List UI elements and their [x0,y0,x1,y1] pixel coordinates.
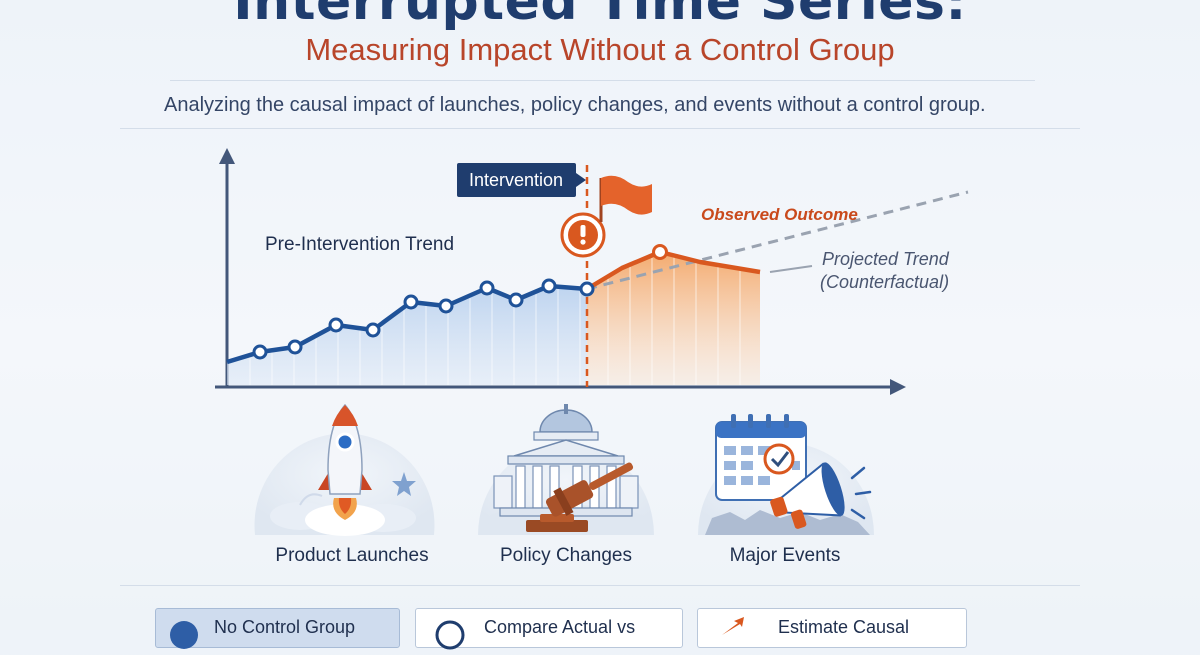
pre-area-hatch [249,286,581,385]
card-label-product-launches: Product Launches [275,545,429,566]
rocket-icon [254,403,435,536]
pre-point [403,294,419,310]
bottom-box-estimate: Estimate Causal [697,608,967,648]
pre-point [508,292,524,308]
bottom-box-label: Compare Actual vs [484,617,636,637]
projected-label-line1: Projected Trend [822,249,950,269]
description-text: Analyzing the causal impact of launches,… [164,94,986,116]
projected-trend-line [586,190,969,291]
divider-mid [120,128,1080,129]
pre-point [328,317,344,333]
bottom-box-no-control: No Control Group [155,608,400,649]
pre-point [287,339,303,355]
pre-trend-area [227,286,587,385]
pre-point [541,278,557,294]
observed-point [652,244,668,260]
courthouse-gavel-icon [478,404,654,535]
target-icon [435,620,465,650]
calendar-megaphone-icon [698,414,875,535]
flag-icon [599,175,652,222]
pre-point [438,298,454,314]
projected-connector [769,265,813,273]
divider-bottom [120,585,1080,586]
page-title: Interrupted Time Series: [233,0,967,32]
card-label-policy-changes: Policy Changes [499,545,633,566]
bottom-box-compare: Compare Actual vs [415,608,683,650]
card-label-major-events: Major Events [729,545,841,566]
info-icon [170,621,198,649]
its-chart: Intervention Pre-Intervention Trend Obse… [215,148,969,536]
alert-icon [560,212,606,258]
bottom-box-label: Estimate Causal [778,617,910,637]
y-axis-arrow-icon [219,148,235,164]
pre-point [252,344,268,360]
intervention-tag: Intervention [457,163,586,197]
observed-label: Observed Outcome [701,205,858,224]
pre-trend-markers [252,278,595,360]
x-axis-arrow-icon [890,379,906,395]
page-subtitle: Measuring Impact Without a Control Group [305,32,895,67]
chart-axes [215,148,906,395]
bottom-box-label: No Control Group [214,617,356,637]
intervention-label: Intervention [469,170,563,190]
projected-label-line2: (Counterfactual) [820,272,949,292]
pre-point [479,280,495,296]
post-area-hatch [607,255,741,385]
pre-point [579,281,595,297]
trend-arrow-icon [722,617,744,635]
pre-point [365,322,381,338]
divider-top [170,80,1035,81]
pre-trend-label: Pre-Intervention Trend [265,234,454,255]
